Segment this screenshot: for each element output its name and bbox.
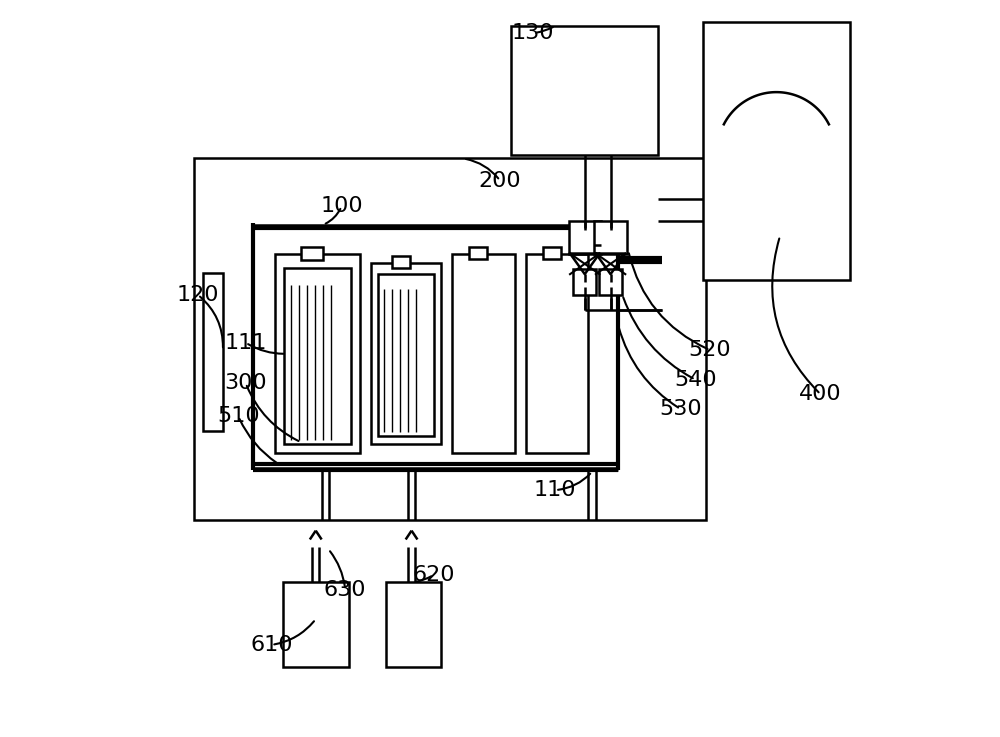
Text: 111: 111 (225, 332, 267, 353)
Bar (469, 247, 487, 259)
Bar (301, 247, 323, 260)
Bar (275, 254, 360, 453)
Bar (543, 247, 561, 259)
Bar (452, 254, 515, 453)
Text: 620: 620 (412, 565, 455, 585)
Bar (194, 158, 706, 520)
Bar (386, 582, 441, 667)
Bar (203, 273, 223, 431)
Bar (599, 269, 622, 295)
Text: 100: 100 (320, 196, 363, 217)
Text: 530: 530 (659, 399, 702, 419)
Text: 540: 540 (674, 369, 717, 390)
Bar (253, 225, 618, 468)
Bar (283, 582, 349, 667)
Text: 130: 130 (512, 23, 554, 43)
Bar (392, 256, 410, 268)
Bar (511, 26, 658, 155)
Bar (569, 221, 601, 254)
Text: 400: 400 (799, 384, 842, 405)
Bar (573, 269, 596, 295)
Text: 630: 630 (324, 579, 366, 600)
Text: 110: 110 (534, 480, 577, 500)
Bar (526, 254, 588, 453)
Text: 200: 200 (479, 170, 521, 191)
Text: 120: 120 (177, 284, 219, 305)
Text: 510: 510 (217, 406, 260, 427)
Bar (594, 221, 627, 254)
Text: 300: 300 (224, 373, 267, 394)
Bar (378, 274, 434, 436)
Bar (703, 22, 850, 280)
Bar (371, 263, 441, 444)
Bar (284, 268, 351, 444)
Text: 520: 520 (689, 340, 731, 360)
Text: 610: 610 (250, 635, 293, 655)
